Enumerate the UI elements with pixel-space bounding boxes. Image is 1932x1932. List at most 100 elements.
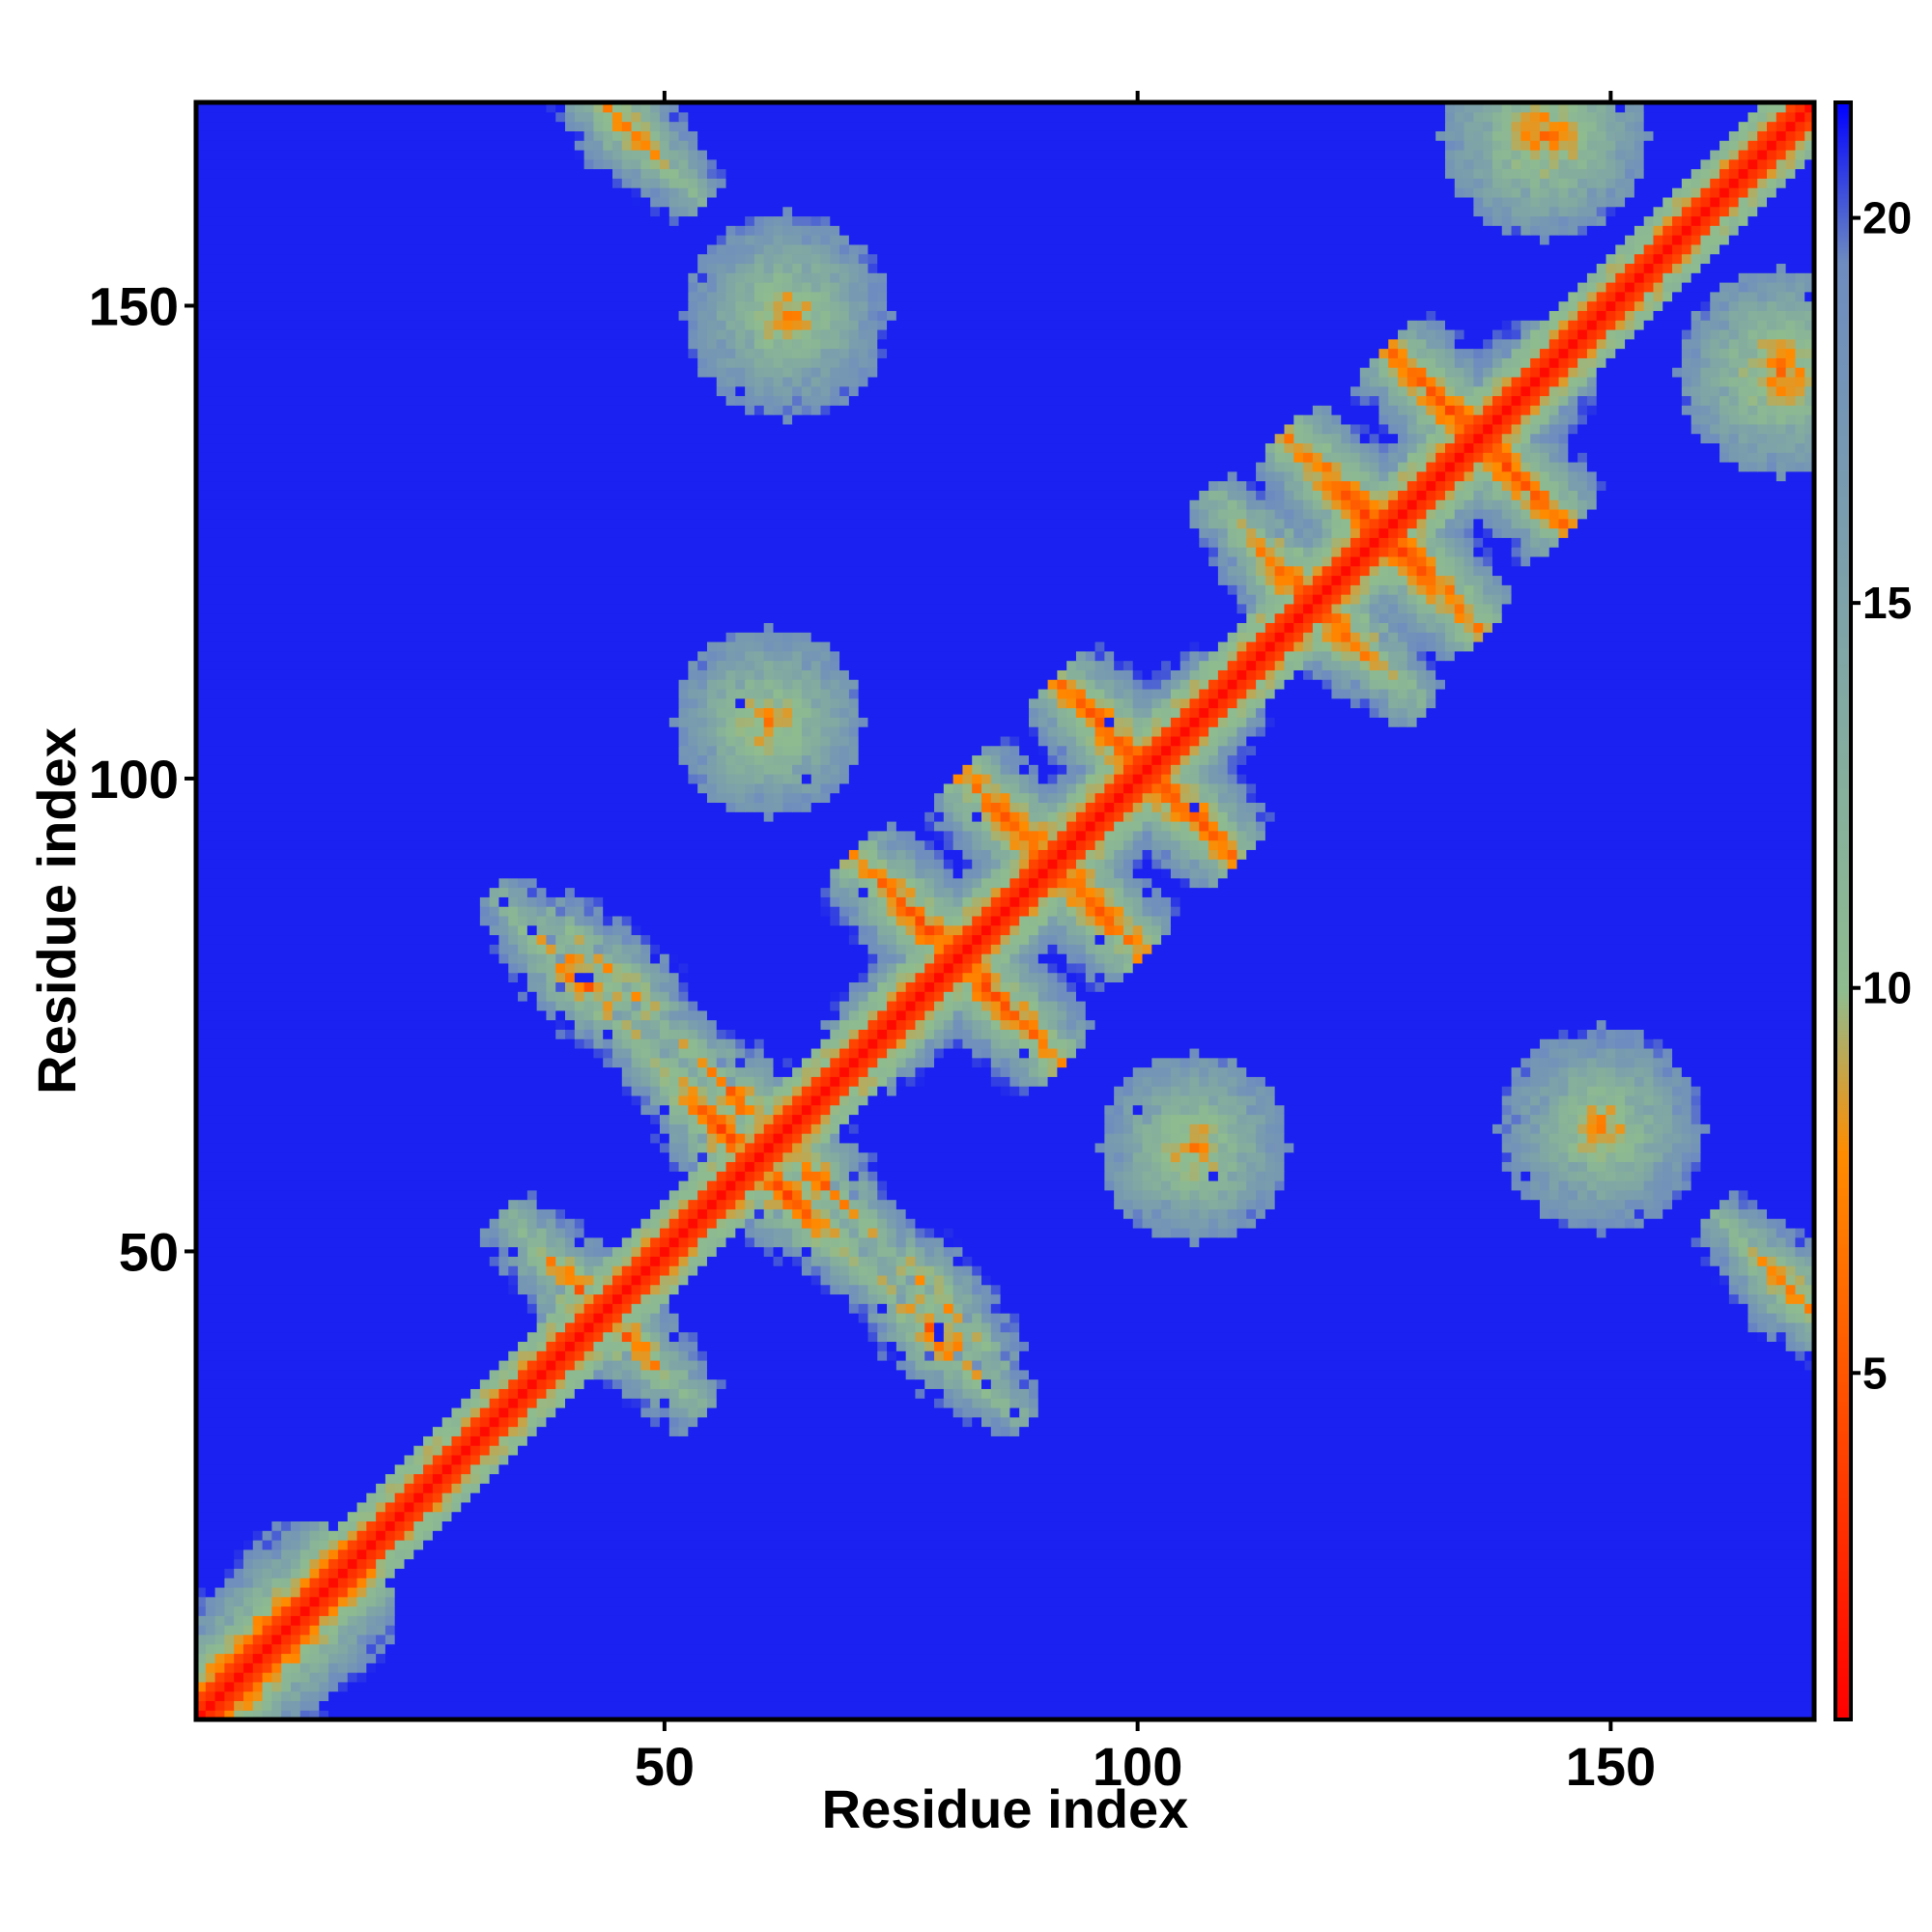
heatmap-cell-run — [952, 1369, 964, 1380]
heatmap-cell-run — [792, 650, 803, 662]
heatmap-cell-run — [1359, 641, 1371, 652]
heatmap-cell-run — [943, 981, 954, 992]
heatmap-cell-run — [356, 1605, 367, 1616]
heatmap-cell-run — [1028, 887, 1039, 897]
heatmap-cell-run — [1596, 1208, 1607, 1219]
heatmap-cell-run — [1700, 1123, 1711, 1134]
heatmap-cell-run — [887, 934, 897, 945]
heatmap-cell-run — [1406, 622, 1418, 633]
heatmap-cell-run — [1132, 1189, 1144, 1201]
heatmap-cell-run — [877, 887, 888, 897]
heatmap-cell-run — [1634, 1171, 1645, 1181]
heatmap-cell-run — [688, 981, 850, 992]
heatmap-cell-run — [1132, 688, 1144, 699]
heatmap-cell-run — [621, 1236, 633, 1248]
heatmap-cell-run — [887, 1009, 897, 1021]
heatmap-cell-run — [820, 1227, 831, 1238]
heatmap-cell-run — [688, 764, 698, 775]
heatmap-cell-run — [1066, 972, 1077, 983]
heatmap-cell-run — [753, 1086, 765, 1096]
heatmap-cell-run — [242, 1577, 254, 1588]
heatmap-cell-run — [337, 1586, 349, 1598]
heatmap-cell-run — [1341, 632, 1351, 642]
heatmap-cell-run — [745, 669, 755, 680]
heatmap-cell-run — [782, 1114, 793, 1124]
heatmap-cell-run — [952, 1360, 964, 1371]
heatmap-cell-run — [1653, 1114, 1663, 1124]
heatmap-cell-run — [1568, 1161, 1578, 1172]
heatmap-cell-run — [1795, 1236, 1805, 1248]
heatmap-cell-run — [1577, 1171, 1588, 1181]
heatmap-cell-run — [441, 1473, 453, 1484]
heatmap-cell-run — [1047, 915, 1058, 926]
heatmap-cell-run — [668, 1123, 689, 1134]
heatmap-cell-run — [1586, 1038, 1598, 1049]
heatmap-cell-run — [753, 1123, 765, 1134]
heatmap-cell-run — [1208, 1161, 1219, 1172]
heatmap-cell-run — [887, 1208, 897, 1219]
heatmap-cell-run — [830, 774, 840, 784]
heatmap-cell-run — [1378, 679, 1389, 690]
heatmap-cell-run — [281, 1605, 292, 1616]
heatmap-cell-run — [1719, 1199, 1730, 1209]
heatmap-cell-run — [1142, 754, 1152, 765]
heatmap-cell-run — [801, 1086, 812, 1096]
heatmap-cell-run — [1558, 1123, 1569, 1134]
heatmap-cell-run — [782, 792, 793, 804]
heatmap-cell-run — [1114, 697, 1124, 709]
heatmap-cell-run — [867, 887, 878, 897]
heatmap-cell-run — [924, 1331, 935, 1343]
heatmap-cell-run — [934, 802, 945, 812]
heatmap-cell-run — [536, 877, 831, 889]
heatmap-cell-run — [347, 1605, 358, 1616]
heatmap-cell-run — [1037, 839, 1049, 850]
heatmap-cell-run — [1388, 622, 1399, 633]
heatmap-cell-run — [1094, 839, 1105, 850]
heatmap-cell-run — [1586, 1123, 1598, 1134]
heatmap-cell-run — [1075, 782, 1087, 794]
heatmap-cell-run — [1217, 1218, 1229, 1229]
heatmap-cell-run — [271, 1530, 282, 1541]
heatmap-cell-run — [1227, 764, 1238, 775]
heatmap-cell-run — [1548, 1047, 1560, 1059]
heatmap-cell-run — [688, 1086, 698, 1096]
heatmap-cell-run — [858, 726, 1030, 737]
heatmap-cell-run — [678, 1218, 689, 1229]
heatmap-cell-run — [1066, 934, 1077, 945]
heatmap-cell-run — [1009, 1038, 1020, 1049]
heatmap-cell-run — [536, 1293, 548, 1304]
heatmap-cell-run — [1208, 1066, 1219, 1077]
heatmap-cell-run — [1009, 849, 1020, 860]
heatmap-cell-run — [640, 1218, 651, 1229]
heatmap-cell-run — [1681, 1180, 1692, 1191]
heatmap-cell-run — [792, 1066, 803, 1077]
heatmap-cell-run — [1681, 1142, 1692, 1153]
heatmap-cell-run — [745, 697, 755, 709]
heatmap-cell-run — [1189, 792, 1200, 804]
heatmap-cell-run — [309, 1643, 320, 1655]
heatmap-cell-run — [924, 1284, 935, 1295]
heatmap-cell-run — [546, 1378, 556, 1389]
heatmap-cell-run — [792, 1086, 803, 1096]
heatmap-cell-run — [1094, 944, 1115, 954]
heatmap-cell-run — [820, 1086, 831, 1096]
heatmap-cell-run — [640, 1001, 651, 1011]
heatmap-cell-run — [895, 1009, 907, 1021]
heatmap-cell-run — [1615, 1038, 1635, 1049]
heatmap-cell-run — [895, 830, 907, 841]
heatmap-cell-run — [1605, 1161, 1616, 1172]
heatmap-cell-run — [262, 1568, 272, 1578]
heatmap-cell-run — [1473, 612, 1484, 624]
heatmap-cell-run — [1000, 1360, 1010, 1371]
heatmap-cell-run — [1690, 1076, 1815, 1087]
heatmap-cell-run — [745, 745, 755, 756]
heatmap-cell-run — [290, 1540, 301, 1550]
heatmap-cell-run — [196, 1009, 548, 1021]
heatmap-cell-run — [479, 1416, 491, 1428]
heatmap-cell-run — [801, 1076, 812, 1087]
heatmap-cell-run — [763, 697, 775, 709]
heatmap-cell-run — [810, 717, 822, 727]
heatmap-cell-run — [915, 1284, 925, 1295]
heatmap-cell-run — [810, 650, 822, 662]
heatmap-cell-run — [659, 1218, 670, 1229]
